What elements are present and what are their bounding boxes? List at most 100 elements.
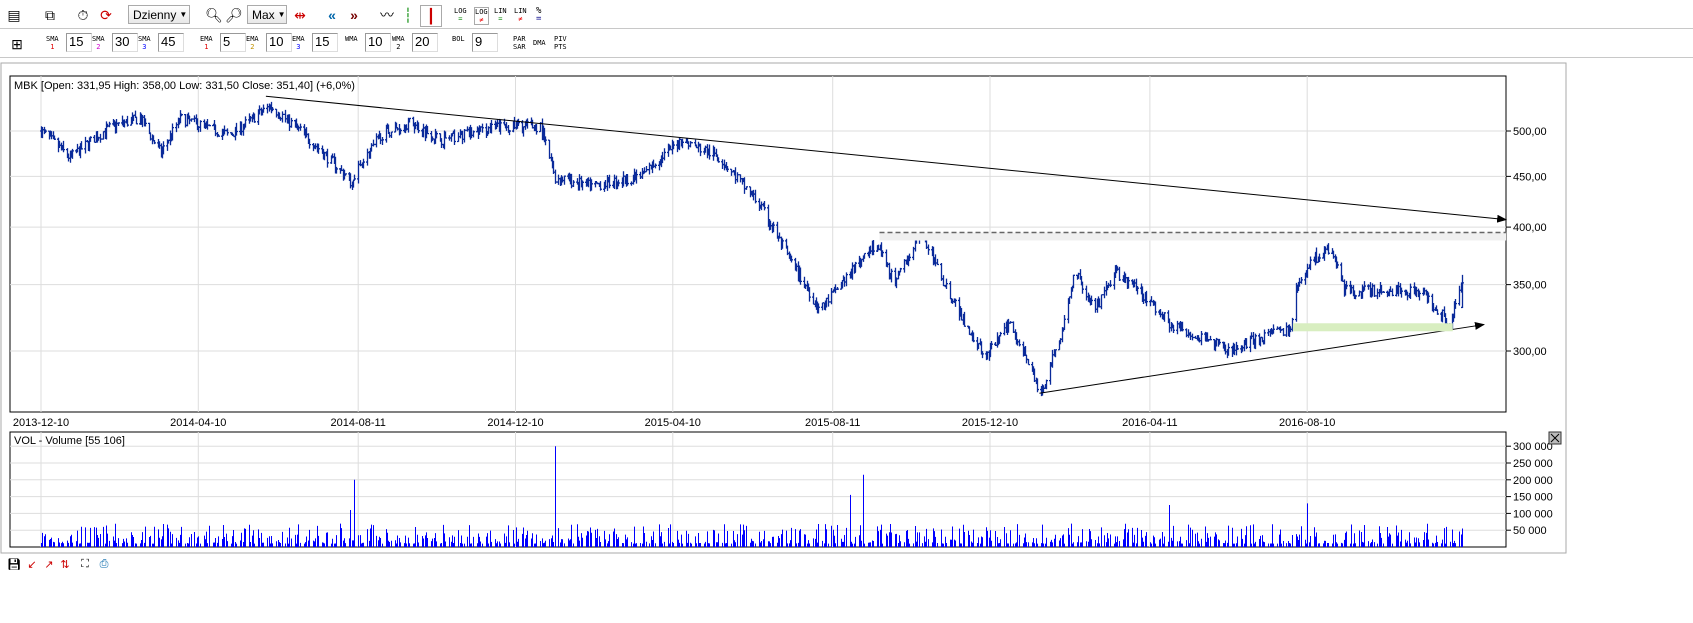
dma-button[interactable]: DMA (533, 39, 546, 47)
line-chart-icon[interactable]: 〰 (380, 7, 394, 23)
ohlc-bar (1409, 283, 1412, 299)
ohlc-bar (1363, 281, 1366, 291)
indicator-index: 3 (142, 43, 147, 51)
ohlc-chart-icon[interactable]: ┆ (403, 6, 413, 23)
new-window-icon[interactable]: ⧉ (45, 6, 55, 23)
scroll-right-icon[interactable]: » (350, 7, 358, 23)
ohlc-bar (836, 287, 839, 290)
ohlc-bar (617, 179, 620, 187)
pivot-points-button[interactable]: PIV PTS (554, 35, 567, 51)
ohlc-bar (626, 173, 629, 186)
x-tick-label: 2014-12-10 (487, 417, 543, 429)
draw-trend-icon[interactable]: ↗ (44, 558, 54, 571)
range-value: Max (252, 7, 275, 22)
log-diff-button[interactable]: LOG ≠ (474, 7, 489, 25)
lin-scale-button[interactable]: LIN = (494, 7, 507, 23)
draw-channel-icon[interactable]: ⇅ (60, 558, 70, 571)
x-tick-label: 2015-08-11 (805, 417, 860, 429)
stopwatch-icon[interactable]: ⏱ (77, 6, 89, 23)
range-select[interactable]: Max ▼ (247, 5, 287, 24)
ohlc-bar (781, 238, 784, 249)
indicator-period-input[interactable]: 10 (365, 33, 391, 52)
ohlc-bar (262, 104, 265, 113)
indicator-name: SMA (92, 35, 105, 43)
ohlc-bar (481, 123, 484, 133)
ohlc-bar (1163, 312, 1166, 322)
period-select[interactable]: Dzienny ▼ (128, 5, 190, 24)
ohlc-bar (99, 133, 102, 143)
fit-range-icon[interactable]: ⇹ (294, 6, 306, 23)
indicator-name: EMA (246, 35, 259, 43)
ohlc-bar (1127, 276, 1130, 289)
ohlc-bar (44, 129, 47, 134)
draw-line-icon[interactable]: ↙ (27, 558, 37, 571)
x-tick-label: 2016-08-10 (1279, 417, 1335, 429)
log-scale-button[interactable]: LOG = (454, 7, 467, 23)
ohlc-bar (208, 124, 211, 127)
add-indicator-icon[interactable]: ⊞ (11, 35, 23, 52)
indicator-period-input[interactable]: 20 (412, 33, 438, 52)
indicator-period-input[interactable]: 15 (312, 33, 338, 52)
fullscreen-icon[interactable]: ⛶ (81, 557, 89, 570)
indicator-period-input[interactable]: 15 (66, 33, 92, 52)
zoom-out-icon[interactable]: 🔎︎ (225, 6, 243, 23)
ohlc-bar (845, 272, 848, 287)
parabolic-sar-button[interactable]: PAR SAR (513, 35, 526, 51)
ohlc-bar (726, 166, 729, 173)
indicator-sma-0-label: SMA 1 (46, 35, 59, 51)
print-icon[interactable]: ⎙ (99, 557, 109, 570)
ohlc-bar (199, 120, 202, 132)
indicator-period-input[interactable]: 30 (112, 33, 138, 52)
chart-area[interactable]: 2013-12-10 2014-04-10 2014-08-11 2014-12-10… (0, 60, 1693, 555)
save-icon[interactable]: 💾︎ (7, 558, 21, 571)
ohlc-bar (1209, 335, 1212, 341)
ohlc-bar (1391, 288, 1394, 297)
volume-panel (9, 431, 1507, 548)
ohlc-bar (71, 148, 74, 159)
ohlc-bar (654, 163, 657, 169)
ohlc-bar (171, 123, 174, 141)
lin-diff-button[interactable]: LIN ≠ (514, 7, 527, 23)
ohlc-bar (972, 332, 975, 343)
ohlc-bar (1254, 333, 1257, 350)
ohlc-bar (153, 140, 156, 145)
ohlc-bar (1009, 321, 1012, 324)
close-volume-panel-button[interactable] (1548, 431, 1562, 445)
ohlc-bar (444, 131, 447, 139)
indicator-period-input[interactable]: 5 (220, 33, 246, 52)
ohlc-bar (808, 287, 811, 302)
ohlc-bar (981, 351, 984, 359)
candle-chart-icon[interactable]: ┃ (420, 5, 442, 27)
ohlc-bar (645, 165, 648, 173)
refresh-icon[interactable]: ⟳ (100, 6, 112, 23)
percent-button[interactable]: % = (536, 6, 542, 24)
pts-label: PTS (554, 43, 567, 51)
ohlc-bar (390, 131, 393, 138)
ohlc-bar (599, 181, 602, 191)
ohlc-bar (1145, 290, 1148, 307)
ohlc-bar (1336, 261, 1339, 269)
price-panel-title: MBK [Open: 331,95 High: 358,00 Low: 331,… (14, 80, 355, 92)
ohlc-bar (872, 239, 875, 256)
indicator-index: 3 (296, 43, 301, 51)
indicator-period-input[interactable]: 9 (472, 33, 498, 52)
ohlc-bar (1172, 324, 1175, 334)
scroll-left-icon[interactable]: « (328, 7, 336, 23)
chart-window-icon[interactable]: ▤ (7, 6, 21, 23)
indicator-period-input[interactable]: 45 (158, 33, 184, 52)
ohlc-bar (1245, 338, 1248, 350)
ohlc-bar (1300, 277, 1303, 284)
indicator-sma-1-label: SMA 2 (92, 35, 105, 51)
indicator-wma-6-label: WMA (345, 35, 358, 43)
volume-y-tick-label: 50 000 (1513, 525, 1547, 537)
ohlc-bar (699, 143, 702, 157)
ohlc-bar (1291, 317, 1294, 332)
zoom-in-icon[interactable]: 🔍︎ (205, 6, 223, 23)
ohlc-bar (535, 123, 538, 135)
lin-label: LIN (494, 7, 507, 15)
ohlc-bar (690, 141, 693, 144)
chart-svg[interactable]: 2013-12-10 2014-04-10 2014-08-11 2014-12-10… (0, 60, 1693, 555)
indicator-period-input[interactable]: 10 (266, 33, 292, 52)
x-tick-label: 2014-04-10 (170, 417, 226, 429)
ohlc-bar (62, 140, 65, 153)
